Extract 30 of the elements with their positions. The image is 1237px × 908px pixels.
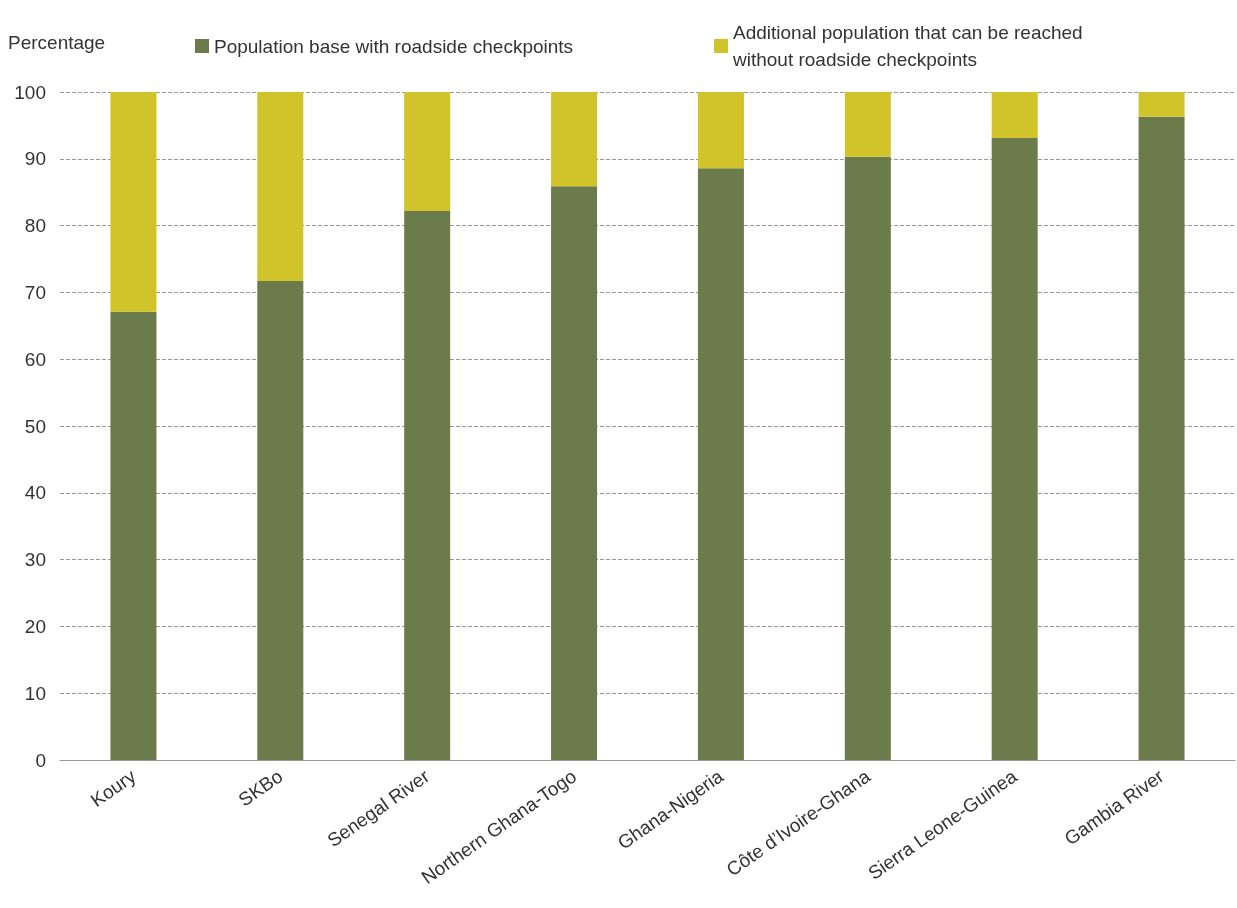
y-tick-label: 80 bbox=[24, 215, 46, 237]
y-axis-title: Percentage bbox=[8, 32, 106, 53]
bar bbox=[257, 281, 304, 760]
bar bbox=[697, 168, 744, 760]
y-tick-label: 10 bbox=[24, 682, 46, 704]
y-tick-label: 20 bbox=[24, 615, 46, 637]
bar bbox=[551, 186, 598, 760]
bar bbox=[404, 92, 451, 211]
bar bbox=[257, 92, 304, 282]
bar bbox=[110, 311, 157, 760]
y-tick-label: 30 bbox=[24, 549, 46, 571]
bar bbox=[551, 92, 598, 187]
y-tick-label: 70 bbox=[24, 281, 46, 303]
y-tick-label: 0 bbox=[35, 749, 46, 771]
bar bbox=[1138, 116, 1185, 760]
legend-label: Additional population that can be reached without roadside checkpoints bbox=[732, 22, 1088, 70]
bar bbox=[991, 92, 1038, 139]
bar bbox=[844, 156, 891, 760]
bar bbox=[844, 92, 891, 157]
bar bbox=[991, 138, 1038, 760]
y-tick-label: 40 bbox=[24, 482, 46, 504]
legend-label: Population base with roadside checkpoints bbox=[214, 35, 574, 57]
y-tick-label: 90 bbox=[24, 148, 46, 170]
bar bbox=[110, 92, 157, 312]
bar bbox=[697, 92, 744, 169]
y-tick-label: 50 bbox=[24, 415, 46, 437]
bar bbox=[1138, 92, 1185, 117]
bar bbox=[404, 210, 451, 760]
y-tick-label: 60 bbox=[24, 348, 46, 370]
y-tick-label: 100 bbox=[14, 81, 46, 103]
